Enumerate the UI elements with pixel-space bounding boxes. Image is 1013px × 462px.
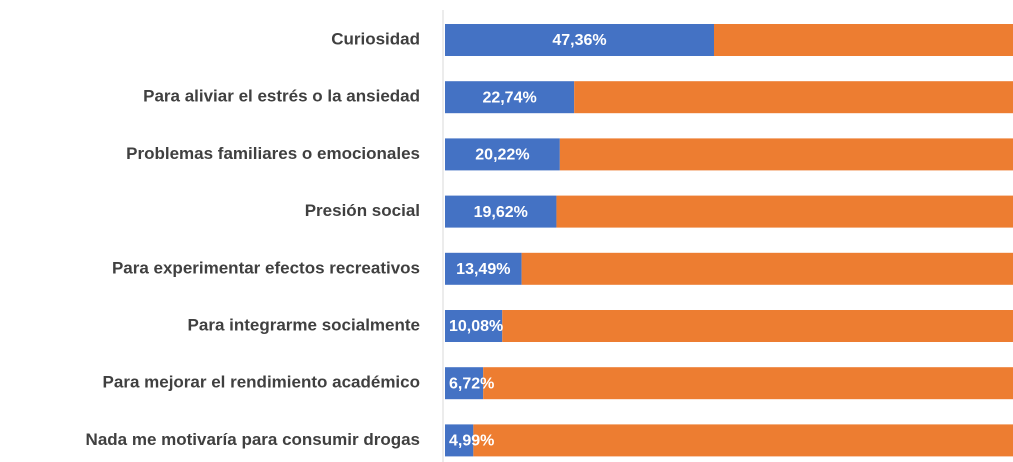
bar-segment xyxy=(445,367,484,400)
data-label: 4,99% xyxy=(449,433,494,450)
bar-segment xyxy=(445,81,575,114)
data-label: 6,72% xyxy=(449,375,494,392)
data-label: 13,49% xyxy=(456,261,510,278)
category-label: Para experimentar efectos recreativos xyxy=(112,258,420,277)
data-label: 20,22% xyxy=(475,147,529,164)
category-label: Nada me motivaría para consumir drogas xyxy=(86,430,420,449)
bar-segment xyxy=(521,252,1013,285)
bar-segment xyxy=(445,252,522,285)
bar-segment xyxy=(445,138,560,171)
bar-segment xyxy=(556,195,1013,228)
bar-segment xyxy=(473,424,1013,457)
bar-segment xyxy=(559,138,1013,171)
bar-segment xyxy=(445,24,715,56)
data-label: 10,08% xyxy=(449,318,503,335)
bar-segment xyxy=(574,81,1013,114)
data-label: 22,74% xyxy=(482,89,536,106)
category-label: Para mejorar el rendimiento académico xyxy=(103,373,420,392)
bar-segment xyxy=(502,310,1013,342)
category-label: Problemas familiares o emocionales xyxy=(126,144,420,163)
category-label: Curiosidad xyxy=(331,29,420,48)
bar-segment xyxy=(445,195,557,228)
category-label: Para aliviar el estrés o la ansiedad xyxy=(143,87,420,106)
data-label: 19,62% xyxy=(474,204,528,221)
bar-segment xyxy=(445,424,474,457)
category-label: Presión social xyxy=(305,201,420,220)
category-label: Para integrarme socialmente xyxy=(188,315,420,334)
bar-segment xyxy=(714,24,1013,56)
bar-segment xyxy=(483,367,1013,400)
bar-segment xyxy=(445,310,503,342)
data-label: 47,36% xyxy=(552,32,606,49)
